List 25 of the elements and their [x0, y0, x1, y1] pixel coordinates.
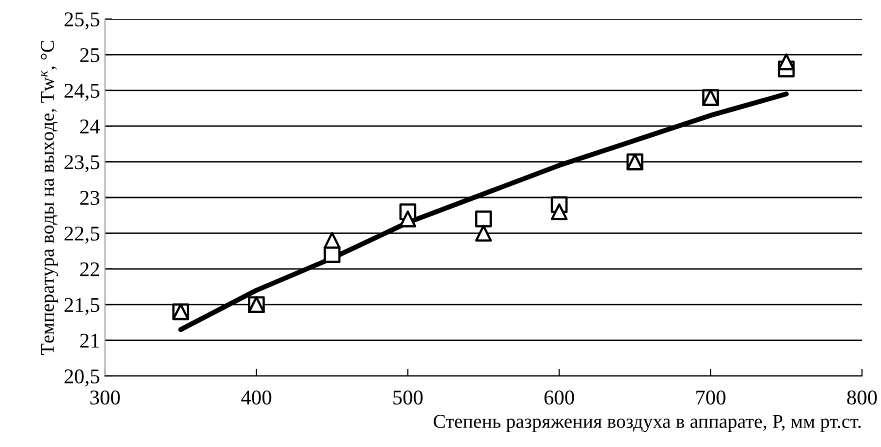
y-tick-label: 25,5	[64, 12, 100, 30]
y-tick-label: 21	[80, 334, 99, 348]
y-tick-label: 22,5	[64, 226, 100, 244]
point	[475, 210, 492, 228]
point	[324, 232, 340, 249]
y-tick-label: 24	[80, 120, 100, 134]
x-axis-title: Степень разряжения воздуха в аппарате, P, мм рт.ст.	[434, 414, 861, 432]
y-tick-label: 21,5	[64, 298, 100, 316]
x-tick-label: 500	[393, 390, 423, 405]
y-tick-label: 23	[80, 190, 100, 205]
point	[399, 210, 416, 228]
x-tick-label: 600	[544, 390, 574, 405]
y-tick-label: 20,5	[64, 369, 100, 386]
x-tick-label: 400	[241, 390, 272, 405]
point	[778, 53, 795, 70]
y-axis-title: Температура воды на выходе, Tw$^{к}$, °C	[40, 40, 58, 355]
y-tick-label: 25	[80, 48, 100, 62]
x-tick-label: 700	[696, 390, 726, 405]
point	[475, 224, 492, 242]
y-tick-label: 23,5	[64, 155, 100, 172]
point	[550, 203, 568, 220]
y-tick-label: 22	[80, 262, 99, 276]
y-tick-label: 24,5	[64, 84, 100, 101]
x-tick-label: 300	[90, 390, 120, 405]
x-tick-label: 800	[847, 390, 877, 405]
